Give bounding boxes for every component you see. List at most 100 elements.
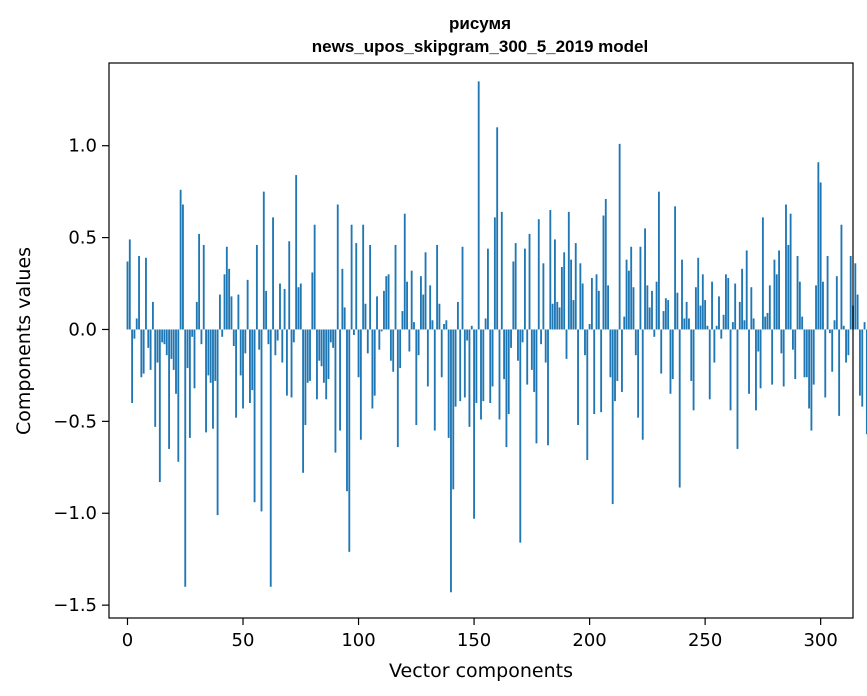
bar [470,325,473,330]
bar [618,143,621,330]
bar [584,329,586,356]
bar [664,298,667,330]
bar [798,281,801,330]
bar [295,175,298,330]
bar [477,81,480,330]
bar [757,329,760,352]
x-axis-label: Vector components [389,660,573,682]
bar [556,301,559,330]
bar [452,329,455,490]
bar [512,261,515,330]
bar [780,329,783,354]
bar [242,329,244,409]
bar [195,301,198,330]
bar [165,329,168,356]
bar [822,281,824,330]
bar [764,316,767,330]
bar [188,329,191,438]
bar [637,329,640,418]
bar [408,329,411,352]
bar [775,274,778,330]
bar [267,329,270,345]
bar [609,329,612,378]
bar [503,329,506,380]
bar [819,182,822,330]
bar [410,270,413,330]
bar [736,329,739,449]
x-tick-label: 250 [688,630,722,651]
bar [385,276,388,330]
bar [343,307,346,330]
bar [406,281,408,330]
bar [394,244,397,330]
bar [865,329,867,435]
y-axis-label: Components values [13,247,35,435]
bar [135,318,138,330]
bar [138,255,140,330]
x-axis-ticks: 0 50 100 150 200 250 300 [122,618,838,651]
bar [563,252,566,330]
bar [142,329,145,374]
bar [461,246,464,330]
bar [223,274,226,330]
bar [285,329,288,396]
bar [778,250,780,330]
bar [755,329,757,411]
bar [567,211,570,330]
bar [147,329,150,348]
bar [140,329,143,378]
bar [745,250,748,330]
bar [847,329,850,356]
bar [401,311,404,330]
bar [766,312,769,330]
bar [249,329,251,403]
bar [537,219,540,330]
bar [288,241,291,330]
bar [429,285,432,330]
chart-title-line2: news_upos_skipgram_300_5_2019 model [312,37,648,56]
bar [128,239,131,330]
y-tick-label: −1.0 [53,503,97,524]
bar [336,204,339,330]
bar [274,329,277,356]
bar [191,329,194,337]
bar [440,329,443,378]
bar [588,323,591,330]
bar [475,329,478,403]
x-tick-label: 0 [122,630,133,651]
bar [341,268,344,330]
bar [761,217,764,330]
bar [519,329,522,543]
bar [574,243,577,330]
bar [794,329,797,380]
bar [787,244,790,330]
bar [581,283,584,330]
bar [510,329,512,348]
bar [579,263,582,330]
bar [653,329,656,337]
bar [433,329,436,431]
bar [258,329,261,350]
bar [251,329,254,391]
bar [244,329,247,354]
bar [392,329,395,372]
y-axis-ticks: −1.5 −1.0 −0.5 0.0 0.5 1.0 [53,136,109,616]
bar [182,204,184,330]
bar [835,276,838,330]
bar [738,301,741,330]
bar [177,329,180,462]
bar [604,198,607,330]
bar [482,329,485,402]
bar [771,329,774,385]
bar [812,329,815,385]
bar [734,283,737,330]
bar [595,274,598,330]
bar [466,329,469,341]
bar [625,259,628,330]
bar [373,329,376,396]
bar [743,320,746,330]
bar [727,278,730,330]
bar [302,329,305,473]
bar [309,329,311,381]
bar [521,329,524,343]
